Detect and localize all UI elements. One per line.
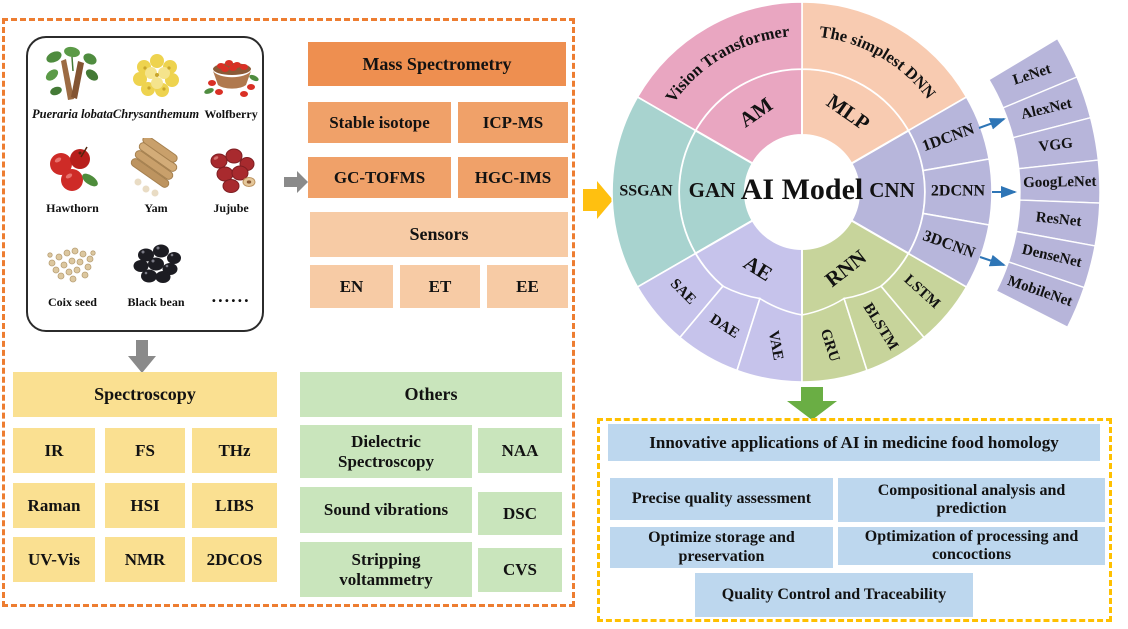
method-naa: NAA [478, 428, 562, 473]
ai-model-title: AI Model [741, 173, 864, 206]
food-label: Yam [144, 201, 168, 215]
food-samples-box: Pueraria lobata Chrysanthemum [26, 36, 264, 332]
chrysanthemum-image [132, 54, 179, 97]
sensors-header: Sensors [310, 212, 568, 257]
sensor-et: ET [400, 265, 480, 308]
arrow-right-gray-icon [284, 171, 308, 193]
method-cvs: CVS [478, 548, 562, 592]
segment-ssgan [611, 95, 697, 289]
spectroscopy-libs: LIBS [192, 483, 277, 528]
spectroscopy-hsi: HSI [105, 483, 185, 528]
black-bean-image [133, 244, 181, 283]
method-gc-tofms: GC-TOFMS [308, 157, 451, 198]
arc-cell-mobilenet [995, 261, 1086, 329]
cnn-to-architectures-arrows [978, 118, 1017, 267]
spectroscopy-ir: IR [13, 428, 95, 473]
food-label: Pueraria lobata [32, 107, 113, 121]
applications-header: Innovative applications of AI in medicin… [608, 424, 1100, 461]
arrow-3dcnn-icon [979, 254, 1006, 267]
food-item-black-bean: Black bean [113, 232, 199, 326]
food-item-jujube: Jujube [199, 138, 263, 232]
food-item-pueraria-lobata: Pueraria lobata [32, 44, 113, 138]
ai-model-sunburst: AI Model MLP AM GAN AE RNN CNN The simpl… [583, 1, 1101, 420]
sensor-en: EN [310, 265, 393, 308]
yam-image [130, 138, 178, 197]
arrow-down-green-icon [787, 387, 837, 420]
method-icp-ms: ICP-MS [458, 102, 568, 143]
spectroscopy-2dcos: 2DCOS [192, 537, 277, 582]
label-googlenet: GoogLeNet [1023, 174, 1097, 191]
segment-simplest-dnn [801, 1, 968, 132]
method-stripping-voltammetry: Stripping voltammetry [300, 542, 472, 597]
spectroscopy-header: Spectroscopy [13, 372, 277, 417]
food-item-coix-seed: Coix seed [32, 232, 113, 326]
sunburst-center [745, 135, 859, 249]
application-optimization-processing: Optimization of processing and concoctio… [838, 527, 1105, 565]
segment-1dcnn [907, 95, 991, 172]
application-optimize-storage: Optimize storage and preservation [610, 527, 833, 568]
mass-spectrometry-header: Mass Spectrometry [308, 42, 566, 86]
others-header: Others [300, 372, 562, 417]
arrow-down-gray-icon [128, 340, 156, 373]
label-ssgan: SSGAN [619, 183, 673, 200]
arrow-1dcnn-icon [978, 118, 1006, 130]
label-gan: GAN [689, 178, 736, 202]
wolfberry-image [204, 60, 259, 97]
jujube-image [210, 148, 256, 193]
more-foods-dots: ...... [211, 285, 251, 306]
food-label: Black bean [127, 295, 185, 309]
food-label: Hawthorn [46, 201, 99, 215]
spectroscopy-nmr: NMR [105, 537, 185, 582]
spectroscopy-thz: THz [192, 428, 277, 473]
method-sound-vibrations: Sound vibrations [300, 487, 472, 533]
label-2dcnn: 2DCNN [931, 183, 986, 200]
coix-seed-image [47, 247, 97, 283]
application-compositional-analysis: Compositional analysis and prediction [838, 478, 1105, 522]
food-item-wolfberry: Wolfberry [199, 44, 263, 138]
arrow-right-yellow-icon [583, 181, 613, 219]
sensor-ee: EE [487, 265, 568, 308]
food-label: Jujube [213, 201, 249, 215]
spectroscopy-uv-vis: UV-Vis [13, 537, 95, 582]
method-dielectric-spectroscopy: Dielectric Spectroscopy [300, 425, 472, 478]
label-resnet: ResNet [1035, 209, 1082, 230]
method-stable-isotope: Stable isotope [308, 102, 451, 143]
application-precise-quality: Precise quality assessment [610, 478, 833, 520]
spectroscopy-fs: FS [105, 428, 185, 473]
segment-3dcnn [907, 212, 991, 289]
application-quality-control: Quality Control and Traceability [695, 573, 973, 617]
segment-2dcnn [922, 158, 993, 226]
segment-vision-transformer [636, 1, 803, 132]
food-label: Chrysanthemum [112, 107, 200, 121]
method-dsc: DSC [478, 492, 562, 535]
applications-panel [597, 418, 1112, 622]
food-item-hawthorn: Hawthorn [32, 138, 113, 232]
pueraria-lobata-image [46, 46, 99, 100]
food-item-yam: Yam [113, 138, 199, 232]
food-label: Coix seed [47, 295, 97, 309]
food-item-chrysanthemum: Chrysanthemum [113, 44, 199, 138]
label-vgg: VGG [1038, 135, 1074, 155]
method-hgc-ims: HGC-IMS [458, 157, 568, 198]
spectroscopy-raman: Raman [13, 483, 95, 528]
label-cnn: CNN [869, 178, 915, 202]
label-vae: VAE [765, 329, 786, 361]
analysis-methods-panel [2, 18, 575, 607]
food-label: Wolfberry [204, 107, 258, 121]
hawthorn-image [50, 146, 99, 191]
